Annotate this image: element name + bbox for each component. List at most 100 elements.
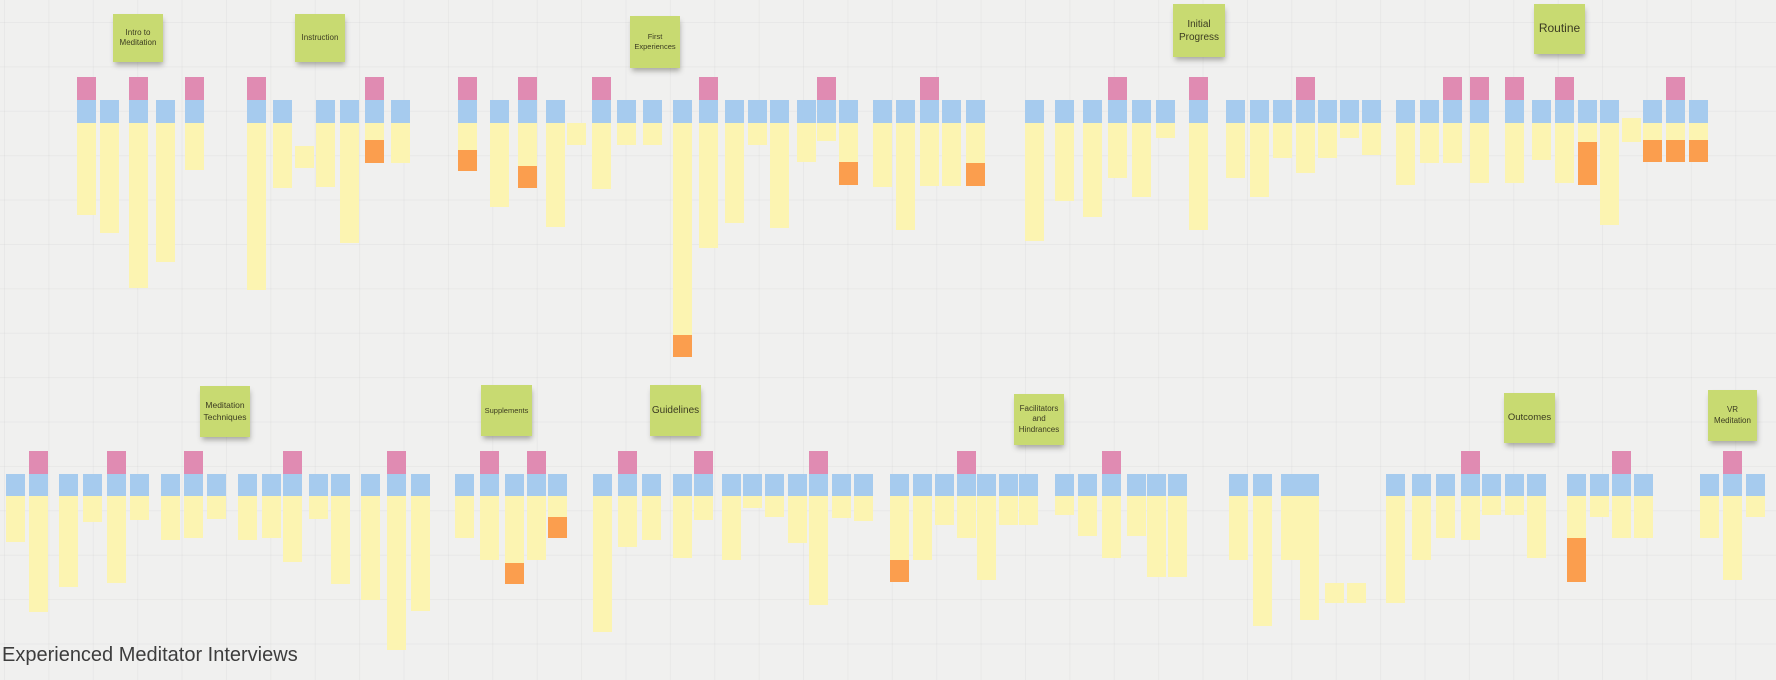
- yellow-note[interactable]: [1396, 123, 1415, 185]
- yellow-note[interactable]: [130, 496, 149, 520]
- yellow-note[interactable]: [411, 496, 430, 611]
- yellow-note[interactable]: [1746, 496, 1765, 517]
- orange-note[interactable]: [890, 560, 909, 582]
- blue-note[interactable]: [1127, 474, 1146, 496]
- group-label-note[interactable]: Guidelines: [650, 385, 701, 436]
- blue-note[interactable]: [694, 474, 713, 496]
- blue-note[interactable]: [832, 474, 851, 496]
- pink-note[interactable]: [365, 77, 384, 100]
- group-label-note[interactable]: Meditation Techniques: [200, 386, 250, 437]
- yellow-note[interactable]: [1362, 123, 1381, 155]
- blue-note[interactable]: [770, 100, 789, 123]
- yellow-note[interactable]: [1132, 123, 1151, 197]
- yellow-note[interactable]: [6, 496, 25, 542]
- orange-note[interactable]: [1666, 140, 1685, 162]
- yellow-note[interactable]: [1612, 496, 1631, 538]
- group-label-note[interactable]: First Experiences: [630, 16, 680, 68]
- blue-note[interactable]: [1412, 474, 1431, 496]
- blue-note[interactable]: [83, 474, 102, 496]
- yellow-note[interactable]: [999, 496, 1018, 525]
- yellow-note[interactable]: [1622, 118, 1641, 142]
- blue-note[interactable]: [1108, 100, 1127, 123]
- blue-note[interactable]: [839, 100, 858, 123]
- pink-note[interactable]: [1612, 451, 1631, 474]
- pink-note[interactable]: [527, 451, 546, 474]
- orange-note[interactable]: [839, 162, 858, 185]
- blue-note[interactable]: [854, 474, 873, 496]
- orange-note[interactable]: [1643, 140, 1662, 162]
- pink-note[interactable]: [1189, 77, 1208, 100]
- yellow-note[interactable]: [1250, 123, 1269, 197]
- yellow-note[interactable]: [365, 123, 384, 140]
- blue-note[interactable]: [1168, 474, 1187, 496]
- yellow-note[interactable]: [273, 123, 292, 188]
- yellow-note[interactable]: [527, 496, 546, 560]
- pink-note[interactable]: [1666, 77, 1685, 100]
- blue-note[interactable]: [725, 100, 744, 123]
- yellow-note[interactable]: [1226, 123, 1245, 178]
- yellow-note[interactable]: [340, 123, 359, 243]
- yellow-note[interactable]: [1273, 123, 1292, 158]
- blue-note[interactable]: [1532, 100, 1551, 123]
- blue-note[interactable]: [1555, 100, 1574, 123]
- orange-note[interactable]: [365, 140, 384, 163]
- pink-note[interactable]: [699, 77, 718, 100]
- blue-note[interactable]: [1273, 100, 1292, 123]
- yellow-note[interactable]: [896, 123, 915, 230]
- blue-note[interactable]: [1723, 474, 1742, 496]
- blue-note[interactable]: [765, 474, 784, 496]
- yellow-note[interactable]: [817, 123, 836, 141]
- yellow-note[interactable]: [59, 496, 78, 587]
- yellow-note[interactable]: [694, 496, 713, 520]
- yellow-note[interactable]: [1083, 123, 1102, 217]
- yellow-note[interactable]: [1156, 123, 1175, 138]
- blue-note[interactable]: [156, 100, 175, 123]
- yellow-note[interactable]: [316, 123, 335, 187]
- blue-note[interactable]: [548, 474, 567, 496]
- yellow-note[interactable]: [1055, 123, 1074, 201]
- pink-note[interactable]: [185, 77, 204, 100]
- blue-note[interactable]: [593, 474, 612, 496]
- yellow-note[interactable]: [247, 123, 266, 290]
- blue-note[interactable]: [6, 474, 25, 496]
- pink-note[interactable]: [518, 77, 537, 100]
- blue-note[interactable]: [527, 474, 546, 496]
- blue-note[interactable]: [1396, 100, 1415, 123]
- yellow-note[interactable]: [935, 496, 954, 525]
- yellow-note[interactable]: [518, 123, 537, 166]
- yellow-note[interactable]: [854, 496, 873, 521]
- yellow-note[interactable]: [361, 496, 380, 600]
- blue-note[interactable]: [1505, 100, 1524, 123]
- blue-note[interactable]: [1470, 100, 1489, 123]
- blue-note[interactable]: [1600, 100, 1619, 123]
- blue-note[interactable]: [1156, 100, 1175, 123]
- blue-note[interactable]: [977, 474, 996, 496]
- blue-note[interactable]: [1700, 474, 1719, 496]
- yellow-note[interactable]: [1025, 123, 1044, 241]
- blue-note[interactable]: [455, 474, 474, 496]
- yellow-note[interactable]: [83, 496, 102, 522]
- yellow-note[interactable]: [1461, 496, 1480, 540]
- yellow-note[interactable]: [309, 496, 328, 519]
- blue-note[interactable]: [1746, 474, 1765, 496]
- board-title[interactable]: Experienced Meditator Interviews: [2, 644, 298, 666]
- yellow-note[interactable]: [1127, 496, 1146, 536]
- yellow-note[interactable]: [618, 496, 637, 547]
- blue-note[interactable]: [1019, 474, 1038, 496]
- yellow-note[interactable]: [832, 496, 851, 518]
- yellow-note[interactable]: [788, 496, 807, 543]
- blue-note[interactable]: [1189, 100, 1208, 123]
- yellow-note[interactable]: [1078, 496, 1097, 536]
- group-label-note[interactable]: VR Meditation: [1708, 390, 1757, 441]
- yellow-note[interactable]: [913, 496, 932, 560]
- group-label-note[interactable]: Instruction: [295, 14, 345, 62]
- blue-note[interactable]: [361, 474, 380, 496]
- pink-note[interactable]: [809, 451, 828, 474]
- yellow-note[interactable]: [873, 123, 892, 187]
- yellow-note[interactable]: [797, 123, 816, 162]
- blue-note[interactable]: [643, 100, 662, 123]
- blue-note[interactable]: [184, 474, 203, 496]
- blue-note[interactable]: [262, 474, 281, 496]
- yellow-note[interactable]: [1386, 496, 1405, 603]
- blue-note[interactable]: [518, 100, 537, 123]
